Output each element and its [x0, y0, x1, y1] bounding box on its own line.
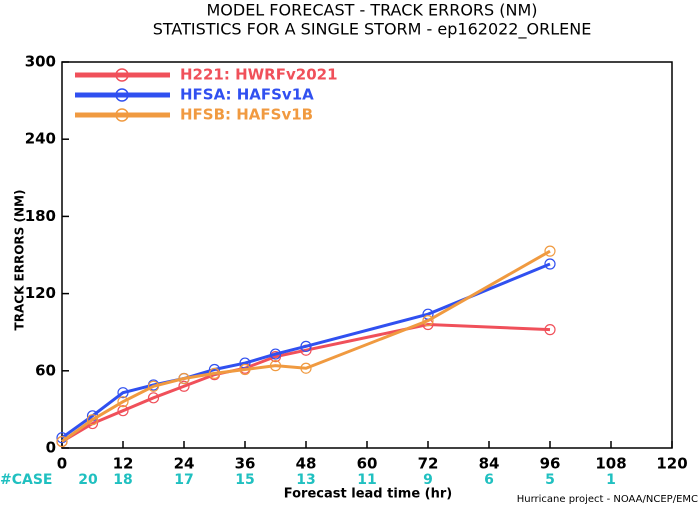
series-marker — [208, 367, 221, 379]
chart-title: MODEL FORECAST - TRACK ERRORS (NM) — [206, 1, 537, 20]
x-tick-label: 84 — [479, 455, 500, 473]
series-marker — [422, 315, 434, 327]
series-marker — [86, 414, 99, 426]
series-marker — [117, 387, 129, 399]
x-tick-label: 108 — [595, 455, 626, 473]
legend-marker — [115, 68, 129, 82]
case-count: 6 — [484, 472, 494, 488]
case-count: 17 — [174, 472, 193, 488]
legend-marker — [115, 108, 129, 122]
x-tick-label: 36 — [235, 455, 256, 473]
case-count: 15 — [235, 472, 254, 488]
x-tick-label: 120 — [656, 455, 687, 473]
x-tick-label: 12 — [113, 455, 134, 473]
series-marker — [544, 245, 556, 257]
y-axis-label: TRACK ERRORS (NM) — [13, 190, 27, 331]
series-marker — [117, 396, 129, 408]
case-count: 11 — [357, 472, 376, 488]
y-tick-label: 60 — [35, 361, 56, 379]
series-line — [61, 249, 551, 443]
case-label: #CASE — [0, 472, 53, 488]
y-tick-label: 0 — [46, 439, 56, 457]
legend-marker — [115, 88, 129, 102]
series-marker — [178, 380, 190, 392]
x-tick-label: 96 — [540, 455, 561, 473]
series-marker — [269, 348, 282, 360]
case-count: 9 — [423, 472, 433, 488]
case-count: 18 — [113, 472, 132, 488]
legend-label: H221: HWRFv2021 — [180, 66, 338, 84]
series-line — [61, 322, 551, 443]
series-marker — [117, 405, 129, 417]
series-marker — [300, 362, 312, 374]
y-tick-label: 300 — [25, 53, 56, 71]
series-line — [61, 262, 551, 439]
footer: Hurricane project - NOAA/NCEP/EMC — [517, 494, 698, 505]
series-marker — [544, 324, 556, 336]
series-marker — [56, 435, 68, 448]
series-marker — [239, 363, 251, 376]
series-marker — [178, 372, 190, 385]
series-marker — [544, 258, 556, 270]
x-tick-label: 48 — [296, 455, 317, 473]
y-tick-label: 180 — [25, 207, 56, 225]
x-tick-label: 60 — [357, 455, 378, 473]
y-tick-label: 240 — [25, 130, 56, 148]
x-tick-label: 24 — [174, 455, 195, 473]
legend-label: HFSB: HAFSv1B — [180, 106, 313, 124]
x-axis-label: Forecast lead time (hr) — [284, 487, 452, 502]
chart-subtitle: STATISTICS FOR A SINGLE STORM - ep162022… — [153, 20, 592, 40]
x-tick-label: 0 — [57, 455, 67, 473]
case-count: 13 — [296, 472, 315, 488]
series-marker — [147, 380, 160, 392]
case-count: 1 — [606, 472, 616, 488]
series-marker — [147, 392, 160, 404]
case-count: 20 — [78, 472, 98, 488]
y-tick-label: 120 — [25, 284, 56, 302]
case-count: 5 — [545, 472, 555, 488]
legend-label: HFSA: HAFSv1A — [180, 86, 314, 104]
series-marker — [300, 340, 312, 352]
series-marker — [269, 360, 282, 372]
x-tick-label: 72 — [418, 455, 439, 473]
